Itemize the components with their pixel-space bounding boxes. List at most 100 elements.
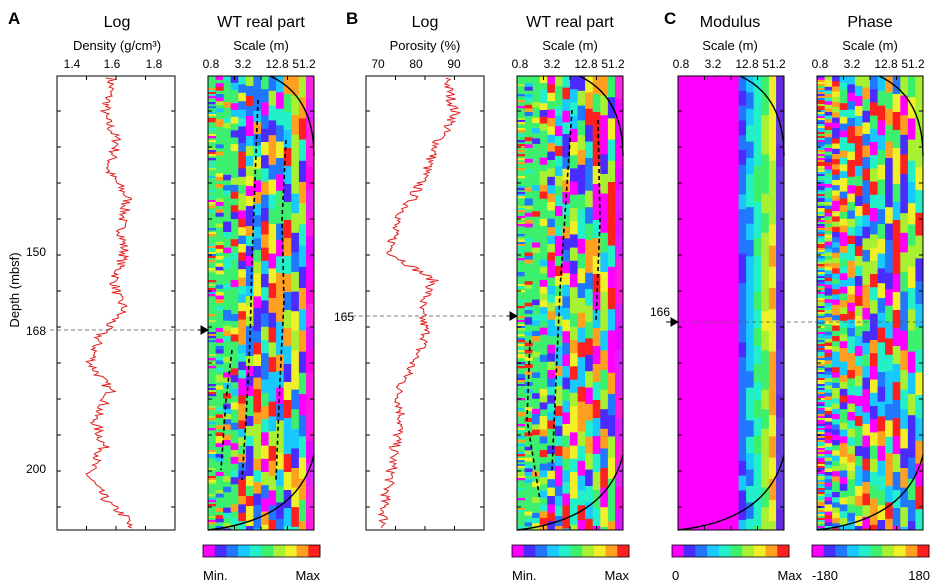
tick-scale-a-4: 51.2 [292, 57, 316, 71]
heatmap-cell [208, 448, 217, 451]
heatmap-cell [877, 327, 886, 343]
heatmap-cell [870, 274, 879, 288]
heatmap-cell [839, 157, 848, 165]
heatmap-cell [817, 98, 826, 101]
heatmap-cell [885, 436, 894, 454]
heatmap-cell [892, 148, 901, 167]
heatmap-cell [753, 418, 762, 437]
heatmap-cell [223, 486, 232, 493]
heatmap-cell [517, 134, 526, 137]
heatmap-cell [261, 208, 270, 222]
heatmap-cell [839, 314, 848, 322]
heatmap-cell [230, 96, 239, 104]
heatmap-cell [547, 185, 556, 194]
heatmap-cell [824, 148, 833, 152]
heatmap-cell [832, 91, 841, 98]
heatmap-cell [746, 190, 755, 208]
heatmap-cell [847, 454, 856, 463]
heatmap-cell [517, 414, 526, 417]
heatmap-cell [570, 340, 579, 354]
heatmap-cell [870, 406, 879, 420]
heatmap-cell [524, 281, 533, 286]
heatmap-cell [817, 424, 826, 427]
heatmap-cell [245, 476, 254, 487]
heatmap-cell [592, 400, 601, 419]
tick-scale-cp-2: 3.2 [844, 57, 861, 71]
heatmap-cell [817, 346, 826, 349]
heatmap-cell [261, 89, 270, 103]
heatmap-cell [817, 436, 826, 439]
colorbar-swatch [273, 545, 286, 557]
heatmap-cell [238, 218, 247, 228]
heatmap-cell [223, 450, 232, 456]
heatmap-cell [817, 396, 826, 399]
heatmap-cell [230, 116, 239, 124]
heatmap-cell [517, 488, 526, 491]
colorbar-swatch [214, 545, 227, 557]
colorbar-swatch [582, 545, 595, 557]
heatmap-cell [223, 419, 232, 425]
heatmap-cell [817, 160, 826, 163]
heatmap-cell [817, 416, 826, 419]
heatmap-cell [268, 283, 277, 299]
heatmap-cell [885, 240, 894, 257]
heatmap-cell [208, 210, 217, 213]
heatmap-cell [877, 460, 886, 476]
heatmap-cell [817, 480, 826, 483]
heatmap-cell [532, 429, 541, 436]
heatmap-cell [877, 505, 886, 521]
heatmap-cell [585, 436, 594, 454]
heatmap-cell [208, 500, 217, 503]
heatmap-cell [761, 232, 770, 253]
heatmap-cell [847, 235, 856, 245]
heatmap-cell [276, 141, 285, 159]
heatmap-cell [870, 168, 879, 182]
heatmap-cell [208, 176, 217, 179]
heatmap-cell [746, 223, 755, 241]
heatmap-cell [746, 518, 755, 530]
marker-arrow-c [666, 317, 680, 327]
heatmap-cell [276, 486, 285, 503]
heatmap-cell [885, 404, 894, 421]
heatmap-cell [832, 263, 841, 269]
heatmap-cell [824, 274, 833, 278]
heatmap-cell [592, 130, 601, 149]
heatmap-cell [817, 344, 826, 347]
heatmap-cell [554, 176, 563, 187]
heatmap-cell [208, 270, 217, 273]
heatmap-cell [261, 274, 270, 288]
heatmap-cell [517, 210, 526, 213]
heatmap-cell [832, 304, 841, 311]
tick-porosity-2: 80 [409, 57, 423, 71]
heatmap-cell [892, 202, 901, 221]
heatmap-cell [870, 366, 879, 380]
heatmap-cell [839, 395, 848, 403]
heatmap-cell [824, 292, 833, 296]
heatmap-cell [253, 215, 262, 228]
heatmap-cell [223, 393, 232, 399]
heatmap-cell [885, 518, 894, 530]
heatmap-cell [824, 169, 833, 174]
colorbar-swatch [823, 545, 836, 557]
heatmap-cell [738, 460, 747, 476]
heatmap-cell [223, 190, 232, 196]
heatmap-cell [208, 482, 217, 485]
heatmap-cell [268, 253, 277, 269]
heatmap-cell [854, 226, 863, 237]
heatmap-cell [245, 486, 254, 497]
heatmap-cell [738, 372, 747, 388]
heatmap-cell [283, 220, 292, 239]
scale-axis-label-b: Scale (m) [542, 38, 598, 53]
heatmap-cell [208, 498, 217, 501]
heatmap-cell [276, 190, 285, 208]
heatmap-cell [547, 193, 556, 203]
heatmap-cell [570, 379, 579, 394]
heatmap-cell [761, 448, 770, 469]
heatmap-cell [532, 242, 541, 248]
heatmap-cell [547, 445, 556, 455]
heatmap-cell [524, 94, 533, 98]
heatmap-cell [600, 252, 609, 273]
heatmap-cell [298, 139, 307, 162]
heatmap-cell [577, 416, 586, 432]
heatmap-cell [877, 120, 886, 136]
